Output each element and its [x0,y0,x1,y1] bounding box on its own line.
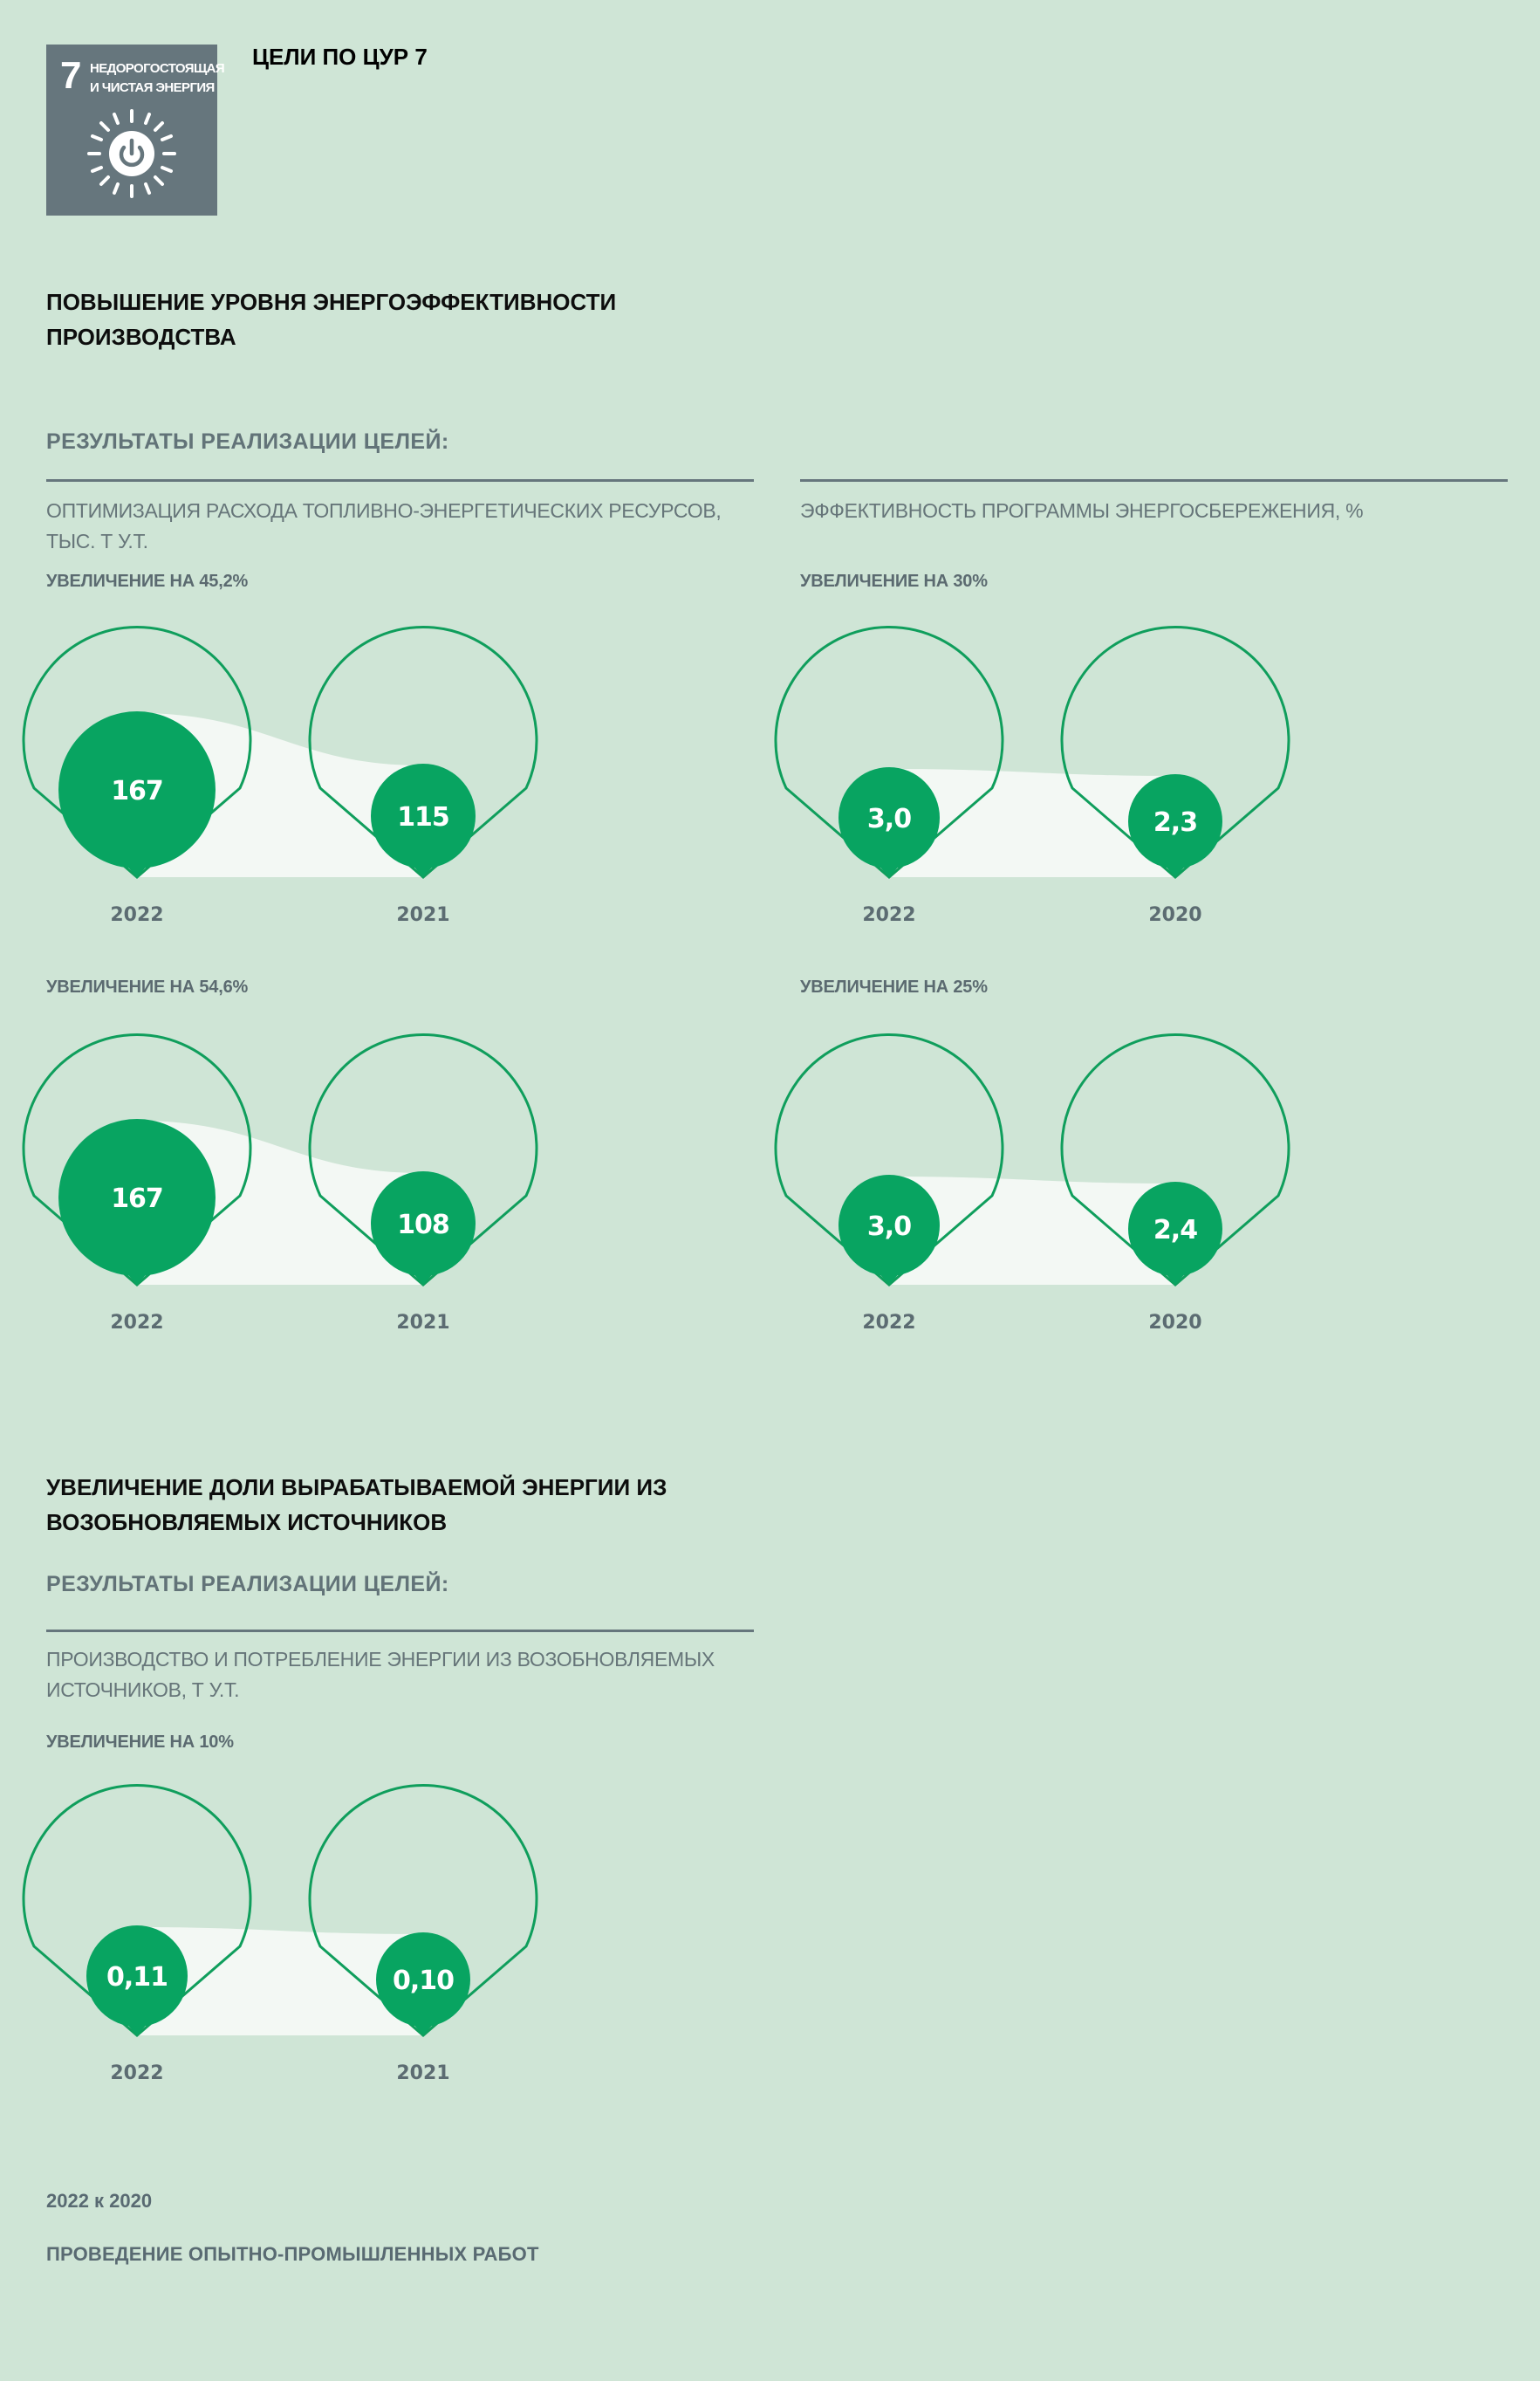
trend-area [889,769,1175,877]
divider [800,479,1508,482]
year-label: 2021 [396,1312,449,1334]
value-pin-outline [22,1784,252,2037]
value-pin-outline [774,1033,1004,1287]
section2-heading-line2: ВОЗОБНОВЛЯЕМЫХ ИСТОЧНИКОВ [46,1509,448,1535]
value-label: 0,11 [106,1962,168,1993]
results-label: РЕЗУЛЬТАТЫ РЕАЛИЗАЦИИ ЦЕЛЕЙ: [46,429,449,454]
value-bubble [838,1175,940,1276]
value-pin-outline [1060,1033,1290,1287]
value-pin-outline [308,1784,538,2037]
value-bubble [1128,774,1222,868]
year-label: 2022 [110,1312,163,1334]
value-label: 2,4 [1153,1215,1197,1245]
increase-label: УВЕЛИЧЕНИЕ НА 10% [46,1733,234,1752]
year-label: 2022 [110,2062,163,2084]
section1-heading: ПОВЫШЕНИЕ УРОВНЯ ЭНЕРГОЭФФЕКТИВНОСТИ ПРО… [46,285,616,354]
sdg-number: 7 [60,54,82,97]
value-bubble [86,1925,188,2027]
value-label: 108 [397,1210,449,1240]
increase-label: УВЕЛИЧЕНИЕ НА 45,2% [46,572,249,591]
divider [46,1630,754,1632]
value-bubble [1128,1182,1222,1276]
metric-line1: ПРОИЗВОДСТВО И ПОТРЕБЛЕНИЕ ЭНЕРГИИ ИЗ ВО… [46,1648,715,1671]
value-label: 167 [111,1184,163,1214]
value-label: 167 [111,776,163,806]
value-pin-outline [22,626,252,879]
metric-line2: ИСТОЧНИКОВ, Т У.Т. [46,1678,240,1701]
value-bubble [58,711,216,868]
value-label: 2,3 [1153,807,1197,838]
chart-energy-saving-2022-vs-2020-b: 3,0 2022 2,4 2020 [774,1033,1290,1334]
trend-area [889,1177,1175,1285]
value-label: 0,10 [393,1966,454,1996]
value-bubble [58,1119,216,1276]
metric-renewable-energy: ПРОИЗВОДСТВО И ПОТРЕБЛЕНИЕ ЭНЕРГИИ ИЗ ВО… [46,1644,715,1705]
value-bubble [371,1171,476,1276]
value-pin-outline [308,1033,538,1287]
year-label: 2022 [110,904,163,926]
period-label: 2022 к 2020 [46,2190,153,2212]
value-label: 115 [397,802,449,833]
metric-fuel-energy: ОПТИМИЗАЦИЯ РАСХОДА ТОПЛИВНО-ЭНЕРГЕТИЧЕС… [46,496,722,557]
chart-renewable-energy-2022-vs-2021: 0,11 2022 0,10 2021 [22,1784,538,2084]
sun-power-icon [87,109,176,198]
sdg-name-line1: НЕДОРОГОСТОЯЩАЯ [90,61,225,76]
metric-line2: ТЫС. Т У.Т. [46,530,148,552]
results-label: РЕЗУЛЬТАТЫ РЕАЛИЗАЦИИ ЦЕЛЕЙ: [46,1572,449,1596]
chart-energy-saving-2022-vs-2020: 3,0 2022 2,3 2020 [774,626,1290,926]
value-bubble [838,767,940,868]
section1-heading-line1: ПОВЫШЕНИЕ УРОВНЯ ЭНЕРГОЭФФЕКТИВНОСТИ [46,289,617,315]
year-label: 2020 [1148,904,1201,926]
value-pin-outline [774,626,1004,879]
value-bubble [371,764,476,868]
trend-area [137,1121,423,1285]
chart-fuel-energy-2022-vs-2021: 167 2022 115 2021 [22,626,538,926]
sdg-name: НЕДОРОГОСТОЯЩАЯ И ЧИСТАЯ ЭНЕРГИЯ [90,59,225,98]
increase-label: УВЕЛИЧЕНИЕ НА 54,6% [46,978,249,997]
value-bubble [376,1932,470,2027]
value-label: 3,0 [867,804,911,834]
section1-heading-line2: ПРОИЗВОДСТВА [46,324,236,350]
year-label: 2021 [396,904,449,926]
section2-heading: УВЕЛИЧЕНИЕ ДОЛИ ВЫРАБАТЫВАЕМОЙ ЭНЕРГИИ И… [46,1470,667,1540]
pilot-works-note: ПРОВЕДЕНИЕ ОПЫТНО-ПРОМЫШЛЕННЫХ РАБОТ [46,2243,539,2265]
sdg-goals-title: ЦЕЛИ ПО ЦУР 7 [252,44,428,70]
value-label: 3,0 [867,1211,911,1242]
metric-energy-saving: ЭФФЕКТИВНОСТЬ ПРОГРАММЫ ЭНЕРГОСБЕРЕЖЕНИЯ… [800,499,1364,522]
year-label: 2021 [396,2062,449,2084]
section2-heading-line1: УВЕЛИЧЕНИЕ ДОЛИ ВЫРАБАТЫВАЕМОЙ ЭНЕРГИИ И… [46,1474,667,1500]
year-label: 2022 [862,1312,915,1334]
divider [46,479,754,482]
value-pin-outline [1060,626,1290,879]
value-pin-outline [22,1033,252,1287]
metric-line1: ОПТИМИЗАЦИЯ РАСХОДА ТОПЛИВНО-ЭНЕРГЕТИЧЕС… [46,499,722,522]
increase-label: УВЕЛИЧЕНИЕ НА 25% [800,978,988,997]
trend-area [137,1927,423,2035]
chart-fuel-energy-2022-vs-2021-b: 167 2022 108 2021 [22,1033,538,1334]
sdg-name-line2: И ЧИСТАЯ ЭНЕРГИЯ [90,80,215,95]
year-label: 2020 [1148,1312,1201,1334]
year-label: 2022 [862,904,915,926]
trend-area [137,713,423,877]
value-pin-outline [308,626,538,879]
increase-label: УВЕЛИЧЕНИЕ НА 30% [800,572,988,591]
sdg-7-badge: 7 НЕДОРОГОСТОЯЩАЯ И ЧИСТАЯ ЭНЕРГИЯ [46,45,225,216]
